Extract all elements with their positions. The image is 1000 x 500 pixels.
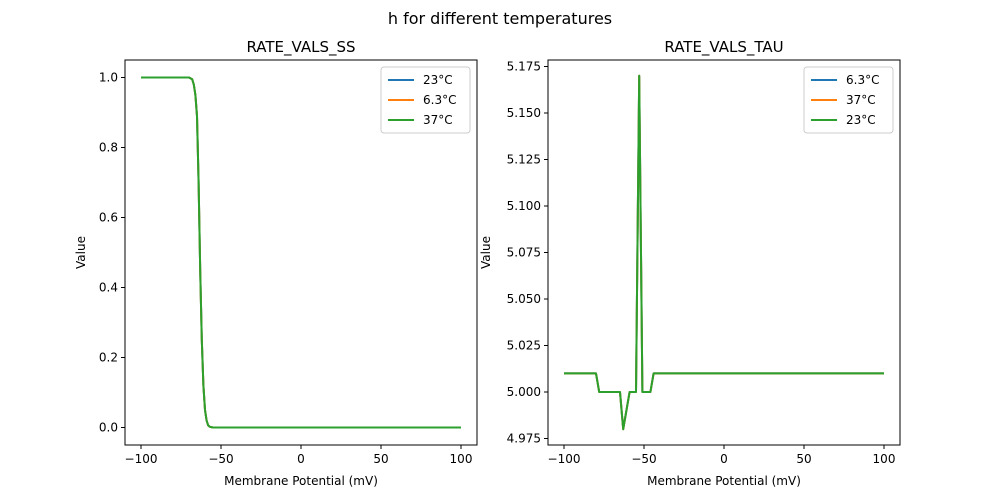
x-tick-label: 50 [796,452,811,466]
legend-box [803,66,894,134]
figure-suptitle: h for different temperatures [388,9,612,28]
legend-label: 6.3°C [423,93,456,107]
y-tick-label: 1.0 [99,71,118,85]
x-tick-label: −100 [125,452,158,466]
y-axis-label: Value [74,236,88,269]
y-tick-label: 5.150 [507,106,541,120]
y-tick-label: 5.050 [507,292,541,306]
y-tick-label: 5.075 [507,246,541,260]
x-tick-label: 100 [873,452,896,466]
legend: 23°C 6.3°C 37°C [380,66,471,134]
legend-box [380,66,471,134]
legend-label: 23°C [423,73,453,87]
axes-frame [124,59,478,446]
x-tick-label: 50 [373,452,388,466]
y-tick-label: 0.2 [99,351,118,365]
legend-label: 37°C [423,113,453,127]
legend-label: 6.3°C [846,73,879,87]
x-tick-label: −50 [631,452,656,466]
y-tick-label: 0.0 [99,421,118,435]
subplot-title: RATE_VALS_SS [246,38,355,57]
x-tick-label: −50 [208,452,233,466]
y-tick-label: 4.975 [507,431,541,445]
x-axis-label: Membrane Potential (mV) [224,474,378,488]
y-tick-label: 0.6 [99,211,118,225]
y-tick-label: 5.100 [507,199,541,213]
x-tick-label: 0 [720,452,728,466]
subplot-title: RATE_VALS_TAU [664,38,783,57]
x-tick-label: −100 [548,452,581,466]
x-tick-label: 0 [297,452,305,466]
axes-frame [547,59,901,446]
subplot-2: RATE_VALS_TAU −100 −50 0 50 100 4.975 5.000 5.02… [479,38,901,488]
legend-label: 37°C [846,93,876,107]
x-axis-label: Membrane Potential (mV) [647,474,801,488]
series-line-3 [141,76,461,429]
y-tick-label: 5.175 [507,60,541,74]
series-line-3 [564,74,884,431]
x-tick-label: 100 [450,452,473,466]
y-tick-label: 5.025 [507,338,541,352]
y-tick-label: 5.000 [507,385,541,399]
subplot-1: RATE_VALS_SS −100 −50 0 50 100 0.0 0.2 0.4 0.6 0.8… [74,38,478,488]
legend-label: 23°C [846,113,876,127]
legend: 6.3°C 37°C 23°C [803,66,894,134]
y-tick-label: 0.4 [99,281,118,295]
y-tick-label: 5.125 [507,153,541,167]
y-tick-label: 0.8 [99,141,118,155]
y-axis-label: Value [479,236,493,269]
